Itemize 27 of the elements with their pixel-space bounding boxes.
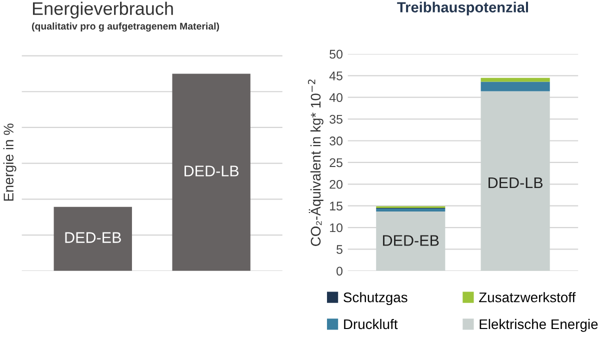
- y-tick-label: 25: [330, 158, 342, 168]
- x-tick-label: DED-EB: [65, 232, 121, 243]
- y-tick-label: 20: [330, 180, 342, 189]
- chart-title: Energieverbrauch: [32, 2, 173, 19]
- x-tick-label: DED-LB: [184, 166, 239, 176]
- y-tick-label: 10: [330, 223, 342, 232]
- y-tick-label: 15: [330, 202, 342, 210]
- legend-label: Schutzgas: [344, 292, 408, 306]
- y-tick-label: 35: [330, 114, 342, 124]
- y-tick-label: 30: [330, 136, 342, 146]
- chart-title: Treibhauspotenzial: [397, 2, 528, 16]
- y-tick-label: 40: [329, 93, 342, 102]
- legend-label: Elektrische Energie: [480, 318, 598, 332]
- x-tick-label: DED-EB: [383, 235, 439, 246]
- x-tick-label: DED-LB: [488, 177, 543, 188]
- chart-subtitle: (qualitativ pro g aufgetragenem Material): [32, 22, 220, 32]
- bar: [480, 82, 550, 92]
- legend-label: Zusatzwerkstoff: [479, 292, 576, 302]
- bar: [376, 208, 446, 212]
- bar: [480, 78, 550, 82]
- y-axis-title: CO₂-Äquivalent in kg* 10$^{−2}$: [308, 80, 324, 246]
- y-tick-label: 5: [336, 245, 342, 254]
- y-tick-label: 45: [329, 72, 342, 80]
- y-tick-label: 50: [330, 50, 342, 59]
- y-axis-title: Energie in %: [3, 124, 16, 201]
- y-tick-label: 0: [336, 266, 342, 276]
- legend-label: Druckluft: [344, 318, 398, 330]
